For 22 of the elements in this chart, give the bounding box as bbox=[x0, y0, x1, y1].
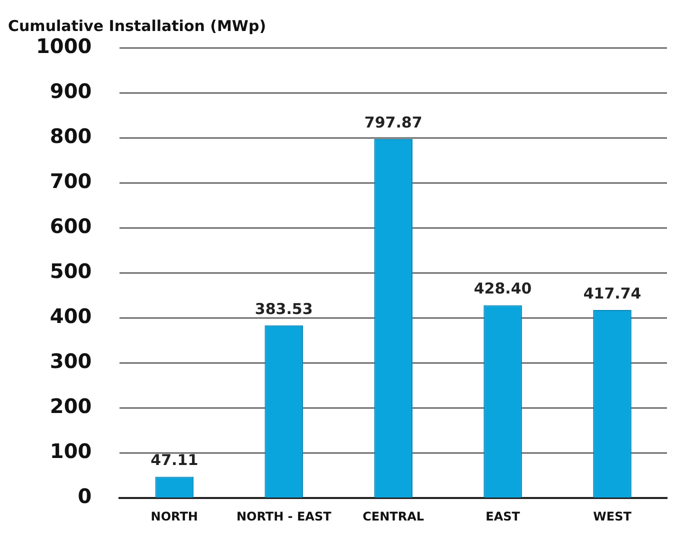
chart-title: Cumulative Installation (MWp) bbox=[8, 16, 266, 35]
x-tick-label: WEST bbox=[593, 509, 632, 524]
y-tick-label: 800 bbox=[50, 124, 92, 148]
data-label: 383.53 bbox=[254, 300, 313, 318]
data-label: 417.74 bbox=[583, 284, 642, 302]
y-tick-label: 200 bbox=[50, 394, 92, 418]
y-tick-label: 700 bbox=[50, 169, 92, 194]
y-tick-label: 100 bbox=[50, 439, 92, 464]
y-tick-label: 600 bbox=[50, 214, 92, 238]
y-tick-label: 300 bbox=[50, 349, 92, 374]
y-tick-label: 900 bbox=[50, 79, 92, 104]
data-label: 47.11 bbox=[150, 451, 198, 470]
y-tick-label: 1000 bbox=[36, 34, 92, 58]
x-tick-label: EAST bbox=[486, 509, 521, 524]
y-tick-label: 400 bbox=[50, 304, 92, 328]
x-tick-label: NORTH - EAST bbox=[236, 509, 332, 524]
data-label: 797.87 bbox=[364, 113, 422, 132]
data-label: 428.40 bbox=[474, 280, 532, 298]
y-tick-label: 0 bbox=[78, 484, 92, 508]
x-tick-label: NORTH bbox=[150, 509, 198, 524]
y-tick-label: 500 bbox=[50, 259, 92, 284]
x-tick-label: CENTRAL bbox=[362, 509, 424, 524]
